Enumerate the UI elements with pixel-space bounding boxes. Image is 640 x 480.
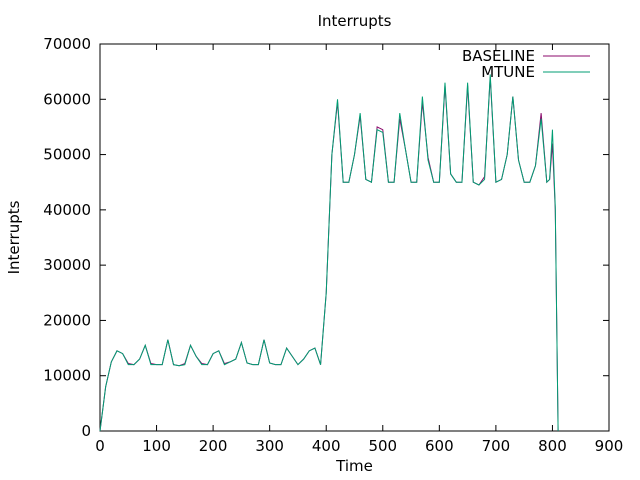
legend-label-mtune: MTUNE — [481, 63, 535, 81]
x-tick-label: 300 — [255, 437, 284, 455]
axis-ticks: 0 100 200 300 400 500 600 700 800 900 0 10000 20000 3… — [43, 35, 623, 455]
series-line-mtune — [99, 74, 559, 432]
series-line-baseline — [99, 77, 559, 432]
y-tick-label: 40000 — [43, 201, 91, 219]
y-axis-label: Interrupts — [5, 200, 23, 274]
x-tick-label: 100 — [142, 437, 171, 455]
y-tick-label: 10000 — [43, 367, 91, 385]
y-tick-label: 30000 — [43, 256, 91, 274]
series-layer — [99, 74, 559, 432]
legend-label-baseline: BASELINE — [462, 47, 535, 65]
y-tick-label: 20000 — [43, 311, 91, 329]
plot-frame — [99, 43, 610, 432]
x-tick-label: 400 — [312, 437, 341, 455]
x-tick-label: 900 — [595, 437, 624, 455]
chart-title: Interrupts — [318, 12, 392, 30]
x-axis-label: Time — [335, 457, 373, 475]
series-baseline — [99, 77, 559, 432]
x-tick-label: 700 — [482, 437, 511, 455]
x-tick-label: 600 — [425, 437, 454, 455]
y-tick-label: 60000 — [43, 90, 91, 108]
x-tick-label: 800 — [538, 437, 567, 455]
x-tick-label: 500 — [368, 437, 397, 455]
y-tick-label: 70000 — [43, 35, 91, 53]
y-tick-label: 50000 — [43, 146, 91, 164]
x-tick-label: 200 — [199, 437, 228, 455]
x-tick-label: 0 — [95, 437, 105, 455]
y-tick-label: 0 — [81, 422, 91, 440]
series-mtune — [99, 74, 559, 432]
